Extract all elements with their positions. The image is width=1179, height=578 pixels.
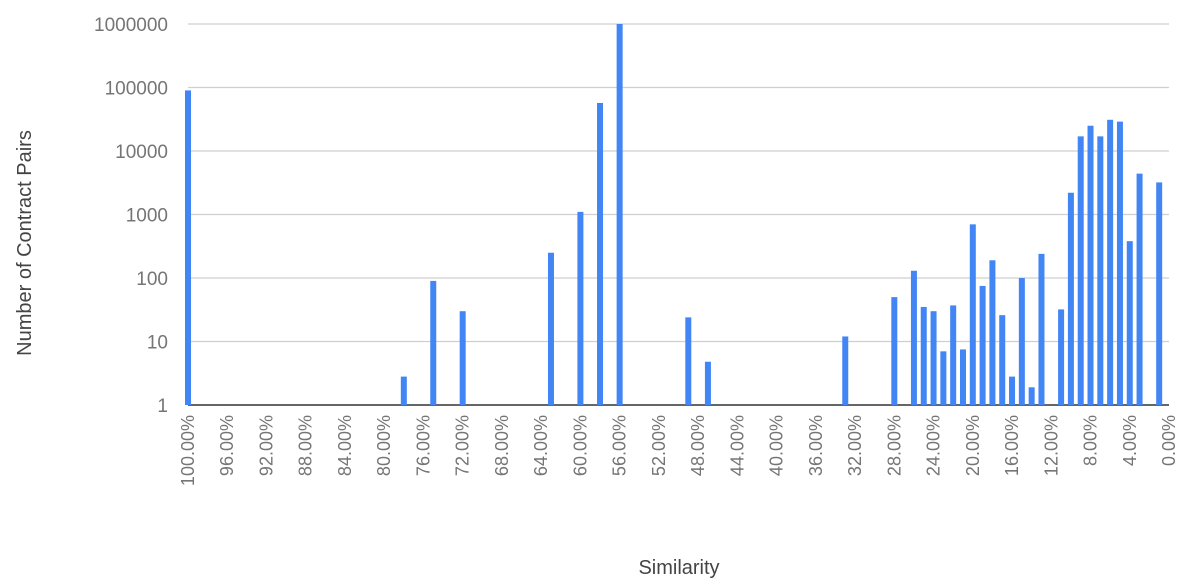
y-tick-label: 10000 bbox=[115, 142, 168, 163]
bar bbox=[891, 297, 898, 405]
bar bbox=[1058, 309, 1065, 405]
bar bbox=[940, 351, 947, 405]
x-tick-label: 60.00% bbox=[570, 415, 590, 476]
x-tick-label: 76.00% bbox=[413, 415, 433, 476]
x-tick-label: 88.00% bbox=[296, 415, 316, 476]
x-tick-label: 48.00% bbox=[688, 415, 708, 476]
x-tick-label: 52.00% bbox=[649, 415, 669, 476]
bar bbox=[185, 90, 191, 405]
x-tick-label: 64.00% bbox=[531, 415, 551, 476]
bar bbox=[999, 315, 1006, 405]
bar bbox=[920, 306, 927, 405]
x-tick-label: 92.00% bbox=[256, 415, 276, 476]
bar bbox=[430, 280, 437, 405]
x-tick-label: 32.00% bbox=[845, 415, 865, 476]
bar bbox=[616, 24, 623, 405]
bar bbox=[1018, 278, 1025, 405]
x-tick-label: 16.00% bbox=[1002, 415, 1022, 476]
bar bbox=[930, 311, 937, 405]
bar bbox=[842, 336, 849, 405]
bar-layer bbox=[185, 24, 1163, 406]
y-tick-label: 1 bbox=[157, 396, 168, 417]
y-tick-label: 10 bbox=[147, 333, 168, 354]
x-tick-label: 72.00% bbox=[453, 415, 473, 476]
bar bbox=[1116, 121, 1123, 405]
x-tick-label: 0.00% bbox=[1159, 415, 1179, 466]
x-tick-label: 40.00% bbox=[767, 415, 787, 476]
bar bbox=[1126, 241, 1133, 405]
y-tick-label: 1000 bbox=[126, 206, 168, 227]
y-axis-title: Number of Contract Pairs bbox=[14, 130, 36, 356]
bar bbox=[1087, 125, 1094, 406]
bar bbox=[1077, 136, 1084, 405]
bar bbox=[959, 349, 966, 405]
x-tick-label: 68.00% bbox=[492, 415, 512, 476]
bar bbox=[400, 376, 407, 405]
grid-layer bbox=[188, 23, 1169, 406]
bar bbox=[685, 317, 692, 405]
bar bbox=[1038, 253, 1045, 405]
x-tick-label: 100.00% bbox=[178, 415, 198, 486]
bar bbox=[1107, 119, 1114, 406]
bar bbox=[1009, 376, 1016, 405]
bar bbox=[459, 311, 466, 405]
x-tick-label: 12.00% bbox=[1041, 415, 1061, 476]
x-tick-label: 28.00% bbox=[884, 415, 904, 476]
bar bbox=[979, 285, 986, 405]
bar bbox=[1136, 173, 1143, 405]
bar bbox=[597, 103, 604, 405]
x-tick-label: 8.00% bbox=[1081, 415, 1101, 466]
y-tick-label: 1000000 bbox=[94, 15, 168, 36]
x-tick-label: 36.00% bbox=[806, 415, 826, 476]
y-axis-ticks: 1 10 100 1000 10000 100000 1000000 bbox=[94, 15, 168, 417]
bar bbox=[1028, 387, 1035, 405]
x-tick-label: 4.00% bbox=[1120, 415, 1140, 466]
y-tick-label: 100 bbox=[136, 269, 168, 290]
bar bbox=[969, 224, 976, 405]
bar bbox=[910, 270, 917, 405]
x-tick-label: 24.00% bbox=[924, 415, 944, 476]
x-tick-label: 20.00% bbox=[963, 415, 983, 476]
bar bbox=[950, 305, 957, 405]
bar bbox=[989, 260, 996, 405]
x-axis-title: Similarity bbox=[638, 557, 719, 578]
x-tick-label: 84.00% bbox=[335, 415, 355, 476]
bar bbox=[1067, 192, 1074, 405]
y-tick-label: 100000 bbox=[105, 79, 168, 100]
x-tick-label: 44.00% bbox=[727, 415, 747, 476]
bar bbox=[577, 211, 584, 405]
x-tick-label: 80.00% bbox=[374, 415, 394, 476]
x-axis-ticks: 100.00% 96.00% 92.00% 88.00% 84.00% 80.00% 76.… bbox=[178, 415, 1179, 486]
bar bbox=[547, 252, 554, 405]
bar bbox=[704, 361, 711, 405]
x-tick-label: 96.00% bbox=[217, 415, 237, 476]
bar bbox=[1156, 182, 1163, 405]
x-tick-label: 56.00% bbox=[610, 415, 630, 476]
bar bbox=[1097, 136, 1104, 405]
